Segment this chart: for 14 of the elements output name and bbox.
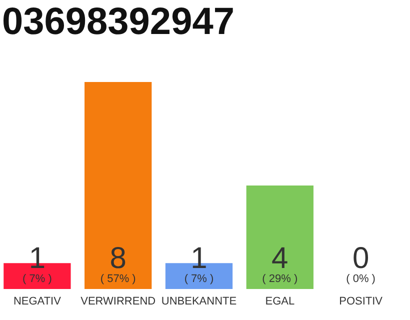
- annotation: ( 7% ): [184, 273, 214, 285]
- x-tick-label: NEGATIV: [13, 296, 62, 308]
- annotation: ( 7% ): [22, 273, 52, 285]
- annotation: ( 29% ): [262, 273, 298, 285]
- data-label: 4: [272, 242, 288, 275]
- data-label: 0: [352, 242, 370, 275]
- x-tick-label: EGAL: [265, 296, 295, 308]
- chart-title: 03698392947: [2, 1, 234, 43]
- x-tick-label: POSITIV: [339, 296, 384, 308]
- data-label: 8: [110, 242, 126, 275]
- annotation: ( 57% ): [100, 273, 136, 285]
- x-tick-label: UNBEKANNTE: [161, 296, 237, 308]
- annotation: ( 0% ): [346, 273, 376, 285]
- x-tick-label: VERWIRREND: [80, 296, 156, 308]
